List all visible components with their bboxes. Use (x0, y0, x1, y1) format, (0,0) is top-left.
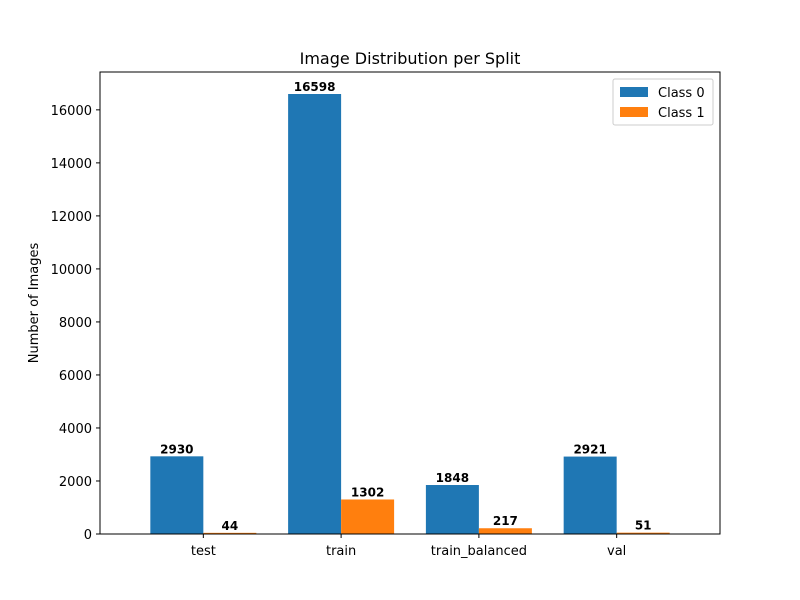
bar-val-class-0 (563, 456, 617, 534)
bar-train_balanced-class-0 (425, 485, 479, 534)
bar-value-label: 51 (635, 519, 652, 533)
bar-value-label: 16598 (294, 80, 336, 94)
bars-group (150, 94, 670, 534)
legend-label: Class 0 (658, 86, 705, 101)
y-tick-label: 14000 (51, 157, 92, 172)
y-tick-label: 8000 (59, 316, 92, 331)
x-tick-label: train (326, 544, 356, 559)
bar-test-class-0 (150, 456, 204, 534)
bar-value-label: 44 (221, 519, 238, 533)
x-tick-label: test (191, 544, 216, 559)
legend-swatch (620, 87, 648, 97)
bar-value-labels: 2930 44 16598 1302 1848 217 2921 51 (160, 80, 651, 533)
x-tick-label: val (607, 544, 626, 559)
x-tick-label: train_balanced (431, 544, 527, 559)
y-tick-label: 6000 (59, 369, 92, 384)
legend: Class 0 Class 1 (612, 78, 714, 126)
legend-label: Class 1 (658, 106, 705, 121)
plot-area-frame (99, 71, 721, 535)
legend-swatch (620, 107, 648, 117)
chart-title: Image Distribution per Split (300, 49, 521, 68)
bar-value-label: 2930 (160, 442, 193, 456)
y-tick-label: 12000 (51, 210, 92, 225)
x-axis-ticks: test train train_balanced val (191, 534, 626, 559)
bar-train-class-0 (288, 94, 342, 534)
y-tick-label: 10000 (51, 263, 92, 278)
bar-train_balanced-class-1 (478, 528, 532, 534)
bar-val-class-1 (616, 532, 670, 534)
y-tick-label: 0 (84, 528, 92, 543)
y-tick-label: 2000 (59, 475, 92, 490)
bar-train-class-1 (341, 499, 395, 534)
bar-value-label: 2921 (573, 443, 606, 457)
bar-value-label: 217 (493, 514, 518, 528)
y-axis-title: Number of Images (27, 243, 42, 364)
bar-value-label: 1848 (436, 471, 469, 485)
y-tick-label: 4000 (59, 422, 92, 437)
y-tick-label: 16000 (51, 104, 92, 119)
bar-test-class-1 (203, 532, 257, 534)
y-axis-ticks: 0 2000 4000 6000 8000 10000 12000 14000 16000 (51, 104, 100, 543)
bar-value-label: 1302 (351, 485, 384, 499)
